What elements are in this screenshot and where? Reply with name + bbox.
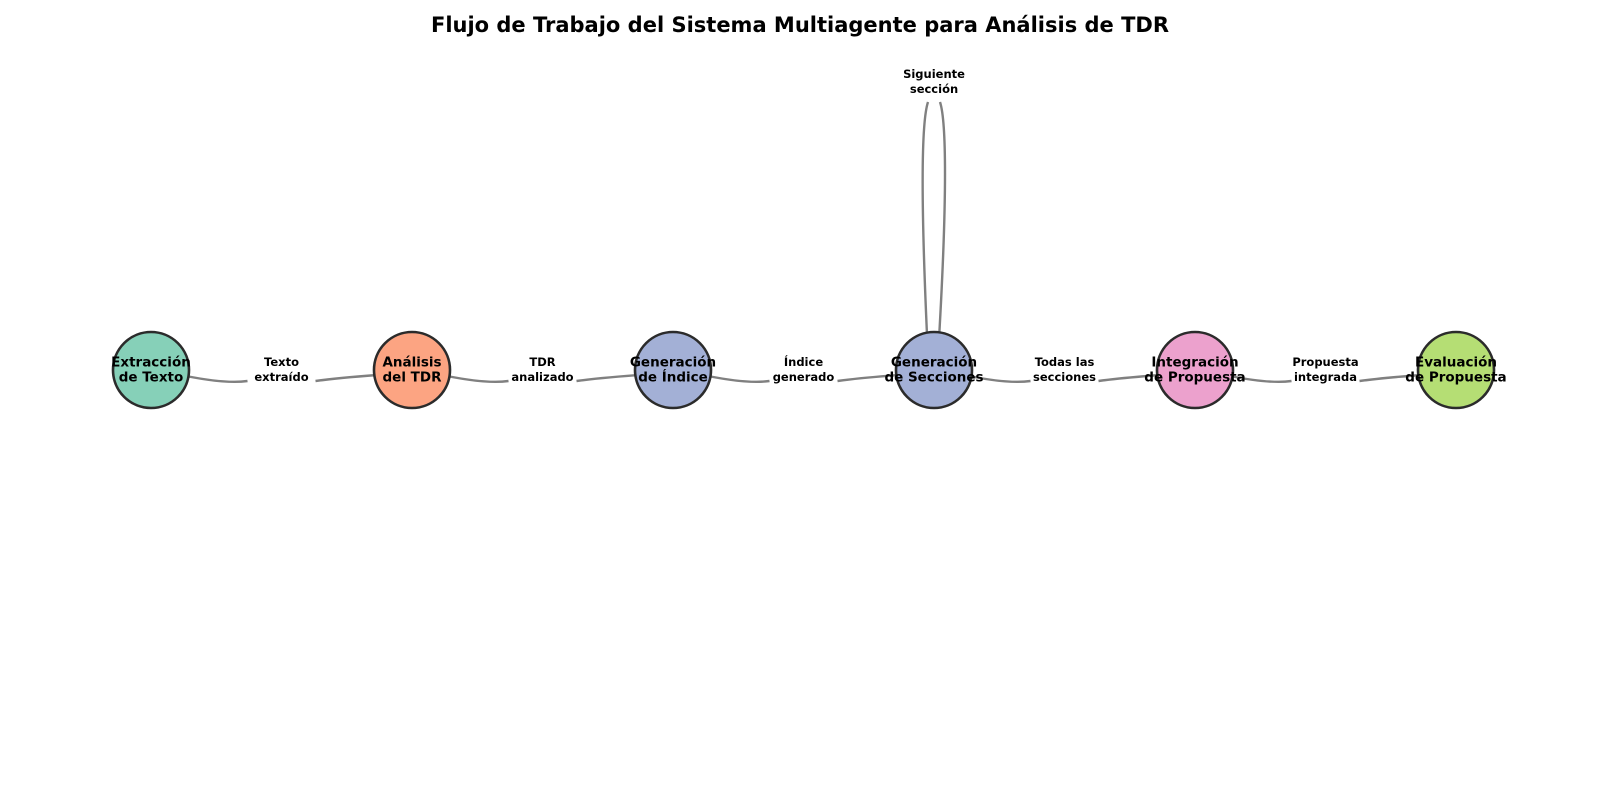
edge-analisis-to-indice [446, 373, 639, 384]
edge-line-right [1359, 373, 1422, 383]
edge-label-5-line-2: integrada [1294, 370, 1357, 384]
node-circle [1155, 330, 1235, 410]
edge-line [921, 101, 947, 357]
edge-label-6-line-2: sección [910, 82, 958, 96]
edge-label-2-line-1: TDR [529, 355, 555, 369]
edge-line-left [446, 374, 509, 384]
node-secciones-label-line-2: de Secciones [884, 370, 983, 386]
node-circle [111, 330, 191, 410]
edge-label-3-line-2: generado [773, 370, 835, 384]
node-extraccion-label-line-2: de Texto [119, 370, 184, 386]
edge-label-1-line-2: extraído [254, 370, 308, 384]
edge-label-4-line-2: secciones [1033, 370, 1096, 384]
edge-label-3-line-1: Índice [784, 354, 823, 369]
node-indice-label-line-1: Generación [630, 355, 716, 371]
node-integracion-label-line-1: Integración [1151, 355, 1238, 371]
edge-label-4-line-1: Todas las [1035, 355, 1095, 369]
node-evaluacion-label-line-2: de Propuesta [1405, 370, 1506, 386]
edge-line-left [968, 374, 1031, 384]
edge-indice-to-secciones [707, 373, 900, 384]
node-analisis-label-line-1: Análisis [382, 355, 441, 371]
edge-integracion-to-evaluacion [1229, 373, 1422, 384]
edge-line-left [185, 374, 248, 384]
edge-line-right [837, 373, 900, 383]
node-circle [1416, 330, 1496, 410]
node-analisis-label-line-2: del TDR [383, 370, 443, 386]
node-evaluacion-label-line-1: Evaluación [1415, 355, 1497, 371]
node-secciones-label-line-1: Generación [891, 355, 977, 371]
edge-secciones-to-integracion [968, 373, 1161, 384]
edge-label-1-line-1: Texto [264, 355, 299, 369]
node-circle [894, 330, 974, 410]
edge-line-right [315, 373, 378, 383]
edge-label-5-line-1: Propuesta [1292, 355, 1358, 369]
node-extraccion-label-line-1: Extracción [111, 355, 191, 371]
edge-label-2-line-2: analizado [511, 370, 573, 384]
edge-line-right [1098, 373, 1161, 383]
node-circle [372, 330, 452, 410]
edge-line-left [1229, 374, 1292, 384]
edge-extraccion-to-analisis [185, 373, 378, 384]
node-indice-label-line-2: de Índice [638, 369, 708, 386]
edges-layer [185, 101, 1422, 384]
edge-line-right [576, 373, 639, 383]
edge-label-6-line-1: Siguiente [903, 67, 965, 81]
node-integracion-label-line-2: de Propuesta [1144, 370, 1245, 386]
edge-line-left [707, 374, 770, 384]
diagram-title: Flujo de Trabajo del Sistema Multiagente… [431, 13, 1169, 37]
node-circle [633, 330, 713, 410]
edge-secciones-to-secciones [921, 101, 947, 357]
